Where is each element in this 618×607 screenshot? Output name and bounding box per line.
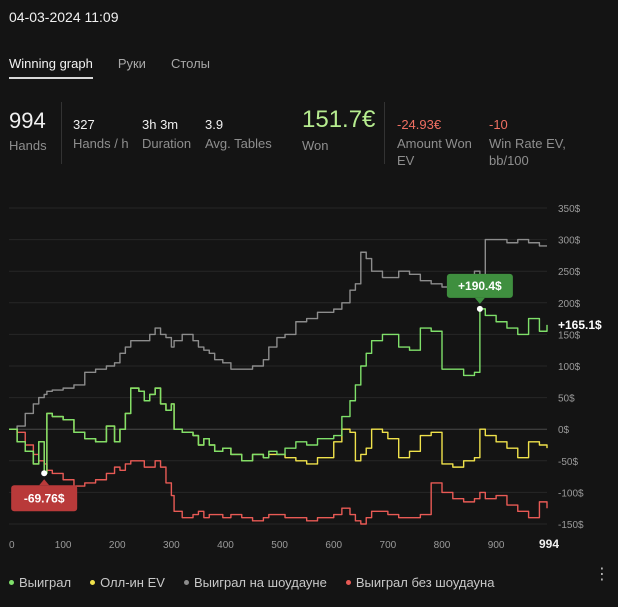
x-tick-label: 400 [217,540,234,551]
legend-label: Олл-ин EV [100,575,165,590]
last-value-label: +165.1$ [558,318,602,332]
session-datetime: 04-03-2024 11:09 [9,9,119,25]
x-tick-label: 100 [55,540,72,551]
min-value-point [41,470,48,477]
max-value-badge [446,273,513,298]
legend-label: Выиграл на шоудауне [193,575,327,590]
session-stats: 994 Hands 327 Hands / h 3h 3m Duration 3… [0,106,618,176]
stat-avg-tables-value: 3.9 [205,117,224,132]
x-tick-label: 900 [488,540,505,551]
stat-hands-per-hour: 327 Hands / h [73,106,129,152]
stat-hands-value: 994 [9,108,46,133]
max-value-badge-arrow [474,297,485,304]
chart-legend: Выиграл Олл-ин EV Выиграл на шоудауне Вы… [9,575,513,590]
legend-item-allin-ev[interactable]: Олл-ин EV [90,575,165,590]
min-value-badge [11,485,78,512]
tab-tables[interactable]: Столы [170,56,211,71]
stat-duration-value: 3h 3m [142,117,179,132]
series-line-won [9,308,548,474]
x-end-label: 994 [539,537,559,551]
winning-graph-chart: 350$ 300$ 250$ 200$ 150$ 100$ 50$ 0$ -50$ -100$ -1… [9,204,602,551]
legend-dot [345,580,351,585]
x-tick-label: 600 [325,540,342,551]
stat-amount-won-ev-label: Amount Won EV [397,136,472,168]
x-tick-label: 200 [109,540,126,551]
stat-win-rate-ev-label: Win Rate EV, bb/100 [489,136,566,168]
tab-hands[interactable]: Руки [117,56,146,71]
y-tick-label: 250$ [558,267,581,278]
y-tick-label: -100$ [558,488,584,499]
x-tick-label: 0 [9,540,15,551]
stat-won-value: 151.7€ [302,106,376,133]
legend-dot [90,580,96,585]
legend-item-won-no-showdown[interactable]: Выиграл без шоудауна [345,575,495,590]
legend-dot [183,580,189,585]
y-tick-label: 0$ [558,425,570,436]
stat-avg-tables-label: Avg. Tables [205,136,272,151]
legend-label: Выиграл без шоудауна [355,575,495,590]
y-tick-label: 150$ [558,330,581,341]
x-tick-label: 700 [380,540,397,551]
y-tick-label: 100$ [558,362,581,373]
max-value-label: +190.4$ [458,279,502,293]
stat-win-rate-ev: -10 Win Rate EV, bb/100 [489,106,579,169]
min-value-label: -69.76$ [24,491,65,505]
x-tick-label: 300 [163,540,180,551]
stat-hands-label: Hands [9,138,47,153]
x-tick-label: 800 [434,540,451,551]
series-line-won-showdown [9,238,547,430]
stat-avg-tables: 3.9 Avg. Tables [205,106,272,152]
legend-item-won-showdown[interactable]: Выиграл на шоудауне [183,575,327,590]
stat-hands: 994 Hands [9,106,47,154]
stat-hands-per-hour-label: Hands / h [73,136,129,151]
stat-won-label: Won [302,138,329,153]
y-tick-label: 50$ [558,394,575,405]
min-value-badge-arrow [39,479,50,486]
stat-won: 151.7€ Won [302,106,375,154]
x-tick-label: 500 [271,540,288,551]
legend-item-won[interactable]: Выиграл [9,575,71,590]
legend-label: Выиграл [19,575,72,590]
y-tick-label: -150$ [558,520,584,531]
y-tick-label: 350$ [558,204,581,215]
tab-bar: Winning graph Руки Столы [9,56,235,79]
y-tick-label: 300$ [558,236,581,247]
stat-duration-label: Duration [142,136,192,151]
stat-amount-won-ev: -24.93€ Amount Won EV [397,106,485,169]
stat-win-rate-ev-value: -10 [489,117,508,132]
more-options-icon[interactable]: ⋮ [594,566,610,583]
legend-dot [9,580,14,585]
max-value-point [476,305,483,312]
tab-winning-graph[interactable]: Winning graph [9,56,93,79]
stats-divider [61,102,62,164]
stats-divider [384,102,385,164]
y-tick-label: -50$ [558,457,578,468]
stat-amount-won-ev-value: -24.93€ [397,117,442,132]
series-line-won-no-showdown [9,428,548,525]
stat-duration: 3h 3m Duration [142,106,191,152]
y-tick-label: 200$ [558,299,581,310]
stat-hands-per-hour-value: 327 [73,117,95,132]
